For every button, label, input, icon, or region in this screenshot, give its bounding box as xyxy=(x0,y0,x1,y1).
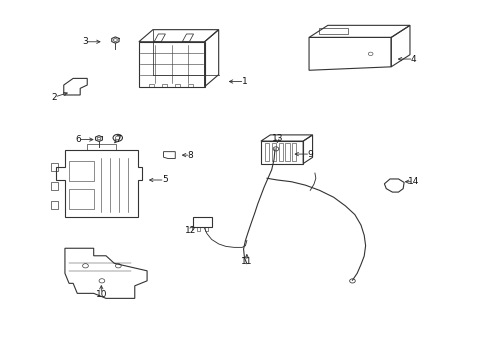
Text: 9: 9 xyxy=(307,150,312,158)
Bar xyxy=(318,28,347,34)
Text: 5: 5 xyxy=(162,175,167,184)
Bar xyxy=(204,227,207,231)
Bar xyxy=(51,201,58,209)
Text: 7: 7 xyxy=(115,135,121,144)
Text: 6: 6 xyxy=(75,135,81,144)
Text: 12: 12 xyxy=(184,226,196,235)
Bar xyxy=(148,84,154,87)
Bar xyxy=(192,217,211,227)
Bar xyxy=(188,84,193,87)
Text: 8: 8 xyxy=(187,150,193,159)
Text: 2: 2 xyxy=(51,93,57,102)
Text: 4: 4 xyxy=(410,55,415,63)
Bar xyxy=(51,182,58,190)
Bar xyxy=(285,143,289,161)
Bar xyxy=(68,189,94,209)
Text: 14: 14 xyxy=(407,177,418,186)
Bar xyxy=(271,143,276,161)
Text: 3: 3 xyxy=(82,37,87,46)
Text: 11: 11 xyxy=(241,257,252,266)
Text: 1: 1 xyxy=(241,77,247,86)
Bar xyxy=(68,161,94,181)
Bar xyxy=(197,227,200,231)
Bar xyxy=(175,84,180,87)
Text: 10: 10 xyxy=(95,289,107,298)
Bar xyxy=(162,84,167,87)
Bar xyxy=(278,143,283,161)
Bar xyxy=(264,143,269,161)
Bar xyxy=(86,144,116,150)
Text: 13: 13 xyxy=(271,134,283,143)
Bar xyxy=(51,163,58,171)
Bar xyxy=(292,143,296,161)
